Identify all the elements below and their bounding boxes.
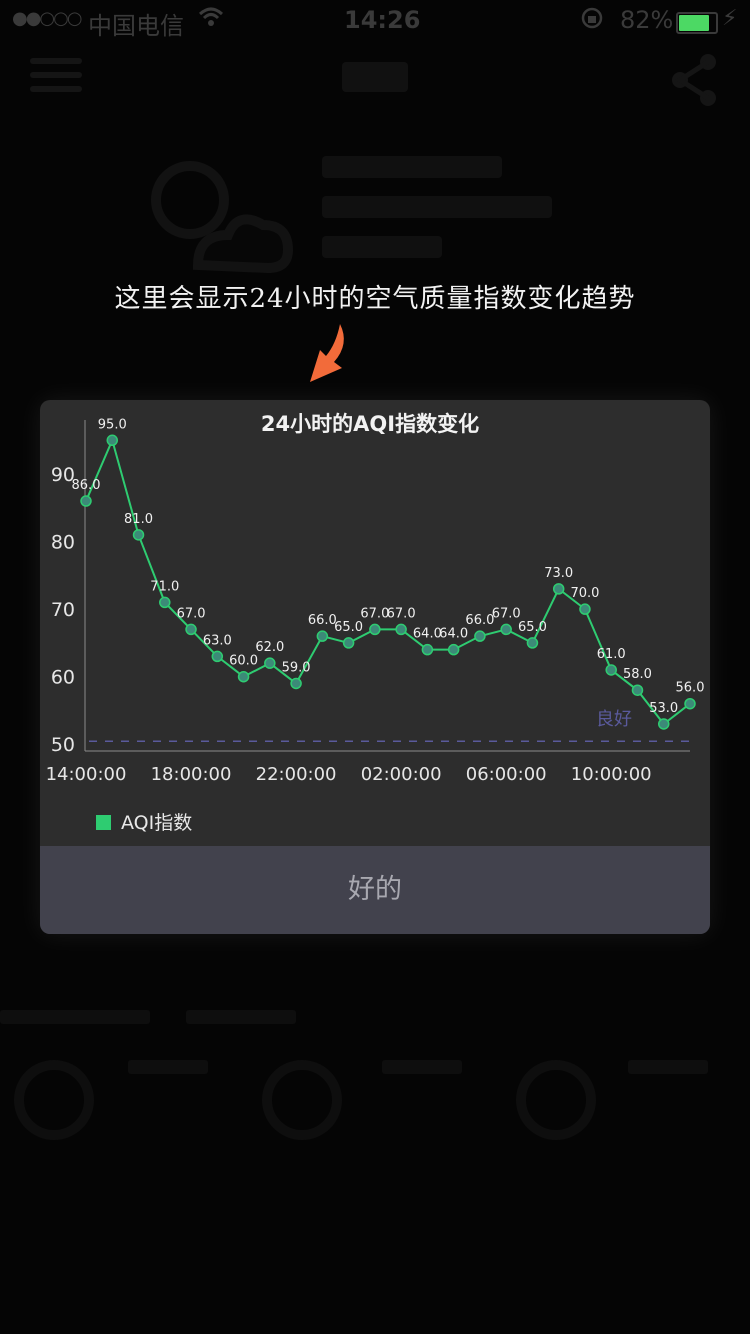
legend-label: AQI指数 <box>121 812 193 834</box>
data-point <box>290 677 302 690</box>
data-label: 66.0 <box>465 613 494 628</box>
data-label: 67.0 <box>177 606 206 621</box>
data-point <box>552 583 565 595</box>
data-label: 58.0 <box>623 667 652 682</box>
data-label: 81.0 <box>124 512 153 527</box>
data-label: 53.0 <box>649 701 678 716</box>
background-app <box>0 40 750 1334</box>
battery-icon <box>676 12 718 34</box>
x-tick-label: 02:00:00 <box>361 764 442 785</box>
data-point <box>264 657 276 669</box>
data-point <box>185 623 197 636</box>
data-label: 56.0 <box>676 681 705 696</box>
data-point <box>579 603 591 615</box>
x-tick-label: 18:00:00 <box>151 764 232 785</box>
chart-legend: AQI指数 <box>96 808 192 835</box>
y-tick-label: 90 <box>51 464 75 486</box>
data-point <box>421 643 434 656</box>
rotation-lock-icon <box>580 6 604 36</box>
data-label: 66.0 <box>308 613 337 628</box>
data-point <box>237 670 250 683</box>
data-label: 73.0 <box>544 566 573 581</box>
data-label: 67.0 <box>387 606 416 621</box>
data-point <box>447 643 460 656</box>
legend-swatch <box>96 815 111 830</box>
data-point <box>684 697 696 710</box>
data-point <box>106 434 119 447</box>
series-line <box>85 437 691 726</box>
data-point <box>211 650 224 663</box>
x-tick-label: 14:00:00 <box>46 764 127 785</box>
menu-icon <box>30 58 82 98</box>
data-label: 62.0 <box>255 640 284 655</box>
data-label: 60.0 <box>229 654 258 669</box>
data-point <box>605 664 617 676</box>
data-label: 59.0 <box>282 660 311 675</box>
data-point <box>474 630 486 642</box>
data-label: 71.0 <box>150 579 179 594</box>
data-point <box>369 623 381 636</box>
signal-strength-icon: ●●○○○ <box>12 8 83 29</box>
y-tick-label: 50 <box>51 734 75 756</box>
chart-title: 24小时的AQI指数变化 <box>260 412 480 436</box>
share-icon <box>664 50 724 110</box>
data-label: 67.0 <box>360 606 389 621</box>
data-label: 86.0 <box>72 478 101 493</box>
data-point <box>132 529 145 541</box>
carrier-label: 中国电信 <box>88 12 184 40</box>
y-tick-label: 80 <box>51 532 75 554</box>
data-point <box>657 718 670 730</box>
data-label: 65.0 <box>518 620 547 635</box>
aqi-line-chart: 50 60 70 80 90 14:00:00 18:00:00 22:00:00 02:00:… <box>46 417 705 785</box>
data-point <box>342 637 355 649</box>
x-tick-label: 22:00:00 <box>256 764 337 785</box>
data-label: 70.0 <box>570 586 599 601</box>
battery-percent: 82% <box>620 6 674 34</box>
reference-line-label: 良好 <box>596 709 632 730</box>
clock: 14:26 <box>344 6 421 34</box>
weather-icon <box>128 140 298 290</box>
x-tick-label: 10:00:00 <box>571 764 652 785</box>
wifi-icon <box>198 6 224 34</box>
arrow-down-icon <box>306 322 356 386</box>
data-label: 64.0 <box>439 627 468 642</box>
status-bar: ●●○○○ 中国电信 14:26 82% ⚡ <box>0 0 750 40</box>
data-point <box>159 596 171 609</box>
aqi-chart-dialog: 24小时的AQI指数变化 50 60 70 80 90 14:00:00 18:00:00 2… <box>40 400 710 934</box>
x-tick-label: 06:00:00 <box>466 764 547 785</box>
charging-icon: ⚡ <box>722 6 738 31</box>
data-label: 64.0 <box>413 627 442 642</box>
data-point <box>631 684 644 696</box>
hint-text: 这里会显示24小时的空气质量指数变化趋势 <box>114 284 636 314</box>
data-label: 65.0 <box>334 620 363 635</box>
background-forecast <box>0 1000 750 1140</box>
data-label: 63.0 <box>203 633 232 648</box>
y-tick-label: 60 <box>51 667 75 689</box>
data-point <box>316 630 329 642</box>
y-tick-label: 70 <box>51 599 75 621</box>
data-label: 61.0 <box>597 647 626 662</box>
background-title <box>342 62 408 92</box>
ok-button[interactable]: 好的 <box>40 846 710 934</box>
data-point <box>80 495 92 507</box>
data-label: 95.0 <box>98 417 127 432</box>
data-label: 67.0 <box>492 606 521 621</box>
data-point <box>395 623 407 636</box>
data-point <box>500 623 512 636</box>
data-point <box>526 637 539 649</box>
